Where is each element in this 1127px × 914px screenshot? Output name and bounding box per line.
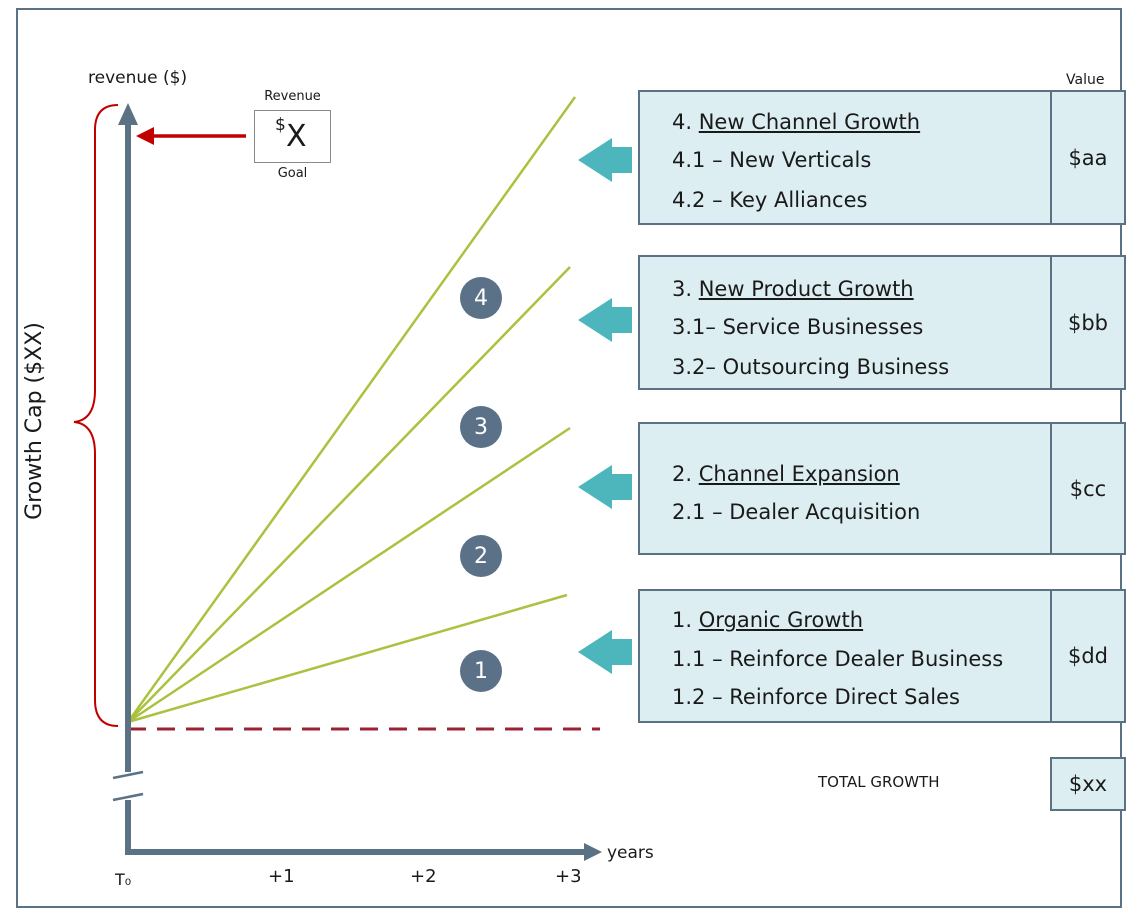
value-cell-1: $dd	[1050, 589, 1126, 723]
y-axis-label: revenue ($)	[88, 68, 188, 88]
value-cell-3: $bb	[1050, 255, 1126, 390]
strategy-line: 1.2 – Reinforce Direct Sales	[672, 685, 960, 709]
strategy-line: 3.2– Outsourcing Business	[672, 355, 950, 379]
badge-2: 2	[460, 535, 502, 577]
x-tick-t0: T₀	[115, 870, 132, 889]
pointer-arrow-icon	[578, 630, 632, 674]
strategy-line: 3.1– Service Businesses	[672, 315, 924, 339]
badge-1: 1	[460, 650, 502, 692]
badge-4: 4	[460, 277, 502, 319]
revenue-goal-box: $ X	[254, 110, 331, 163]
x-tick-1: +1	[268, 866, 295, 887]
strategy-heading-3: 3. New Product Growth	[672, 277, 914, 301]
strategy-box-3: 3. New Product Growth 3.1– Service Busin…	[638, 255, 1052, 390]
x-axis-label: years	[607, 843, 654, 863]
strategy-line: 4.2 – Key Alliances	[672, 188, 868, 212]
strategy-line: 2.1 – Dealer Acquisition	[672, 500, 921, 524]
strategy-line: 4.1 – New Verticals	[672, 148, 872, 172]
x-axis	[125, 843, 602, 861]
x-tick-3: +3	[555, 866, 582, 887]
strategy-box-2: 2. Channel Expansion 2.1 – Dealer Acquis…	[638, 422, 1052, 555]
badge-3: 3	[460, 406, 502, 448]
axis-break-icon	[112, 770, 144, 802]
strategy-box-1: 1. Organic Growth 1.1 – Reinforce Dealer…	[638, 589, 1052, 723]
pointer-arrow-icon	[578, 138, 632, 182]
growth-line-3	[127, 266, 571, 723]
strategy-box-4: 4. New Channel Growth 4.1 – New Vertical…	[638, 90, 1052, 225]
growth-line-4	[126, 96, 577, 723]
growth-line-1	[127, 593, 568, 724]
goal-top-label: Revenue	[264, 89, 321, 104]
pointer-arrow-icon	[578, 298, 632, 342]
strategy-heading-2: 2. Channel Expansion	[672, 462, 900, 486]
y-axis	[118, 103, 138, 855]
strategy-heading-4: 4. New Channel Growth	[672, 110, 921, 134]
total-growth-value: $xx	[1050, 757, 1126, 811]
value-cell-4: $aa	[1050, 90, 1126, 225]
goal-bottom-label: Goal	[277, 166, 308, 181]
x-tick-2: +2	[410, 866, 437, 887]
total-growth-label: TOTAL GROWTH	[818, 773, 940, 791]
value-column-header: Value	[1066, 72, 1105, 88]
goal-arrow-icon	[136, 127, 246, 145]
strategy-heading-1: 1. Organic Growth	[672, 608, 864, 632]
growth-cap-brace-icon	[73, 104, 119, 727]
goal-currency-symbol: $	[275, 115, 286, 135]
value-cell-2: $cc	[1050, 422, 1126, 555]
pointer-arrow-icon	[578, 465, 632, 509]
strategy-line: 1.1 – Reinforce Dealer Business	[672, 647, 1004, 671]
goal-value: X	[286, 119, 307, 154]
growth-cap-label: Growth Cap ($XX)	[22, 322, 47, 520]
growth-line-2	[127, 426, 571, 724]
